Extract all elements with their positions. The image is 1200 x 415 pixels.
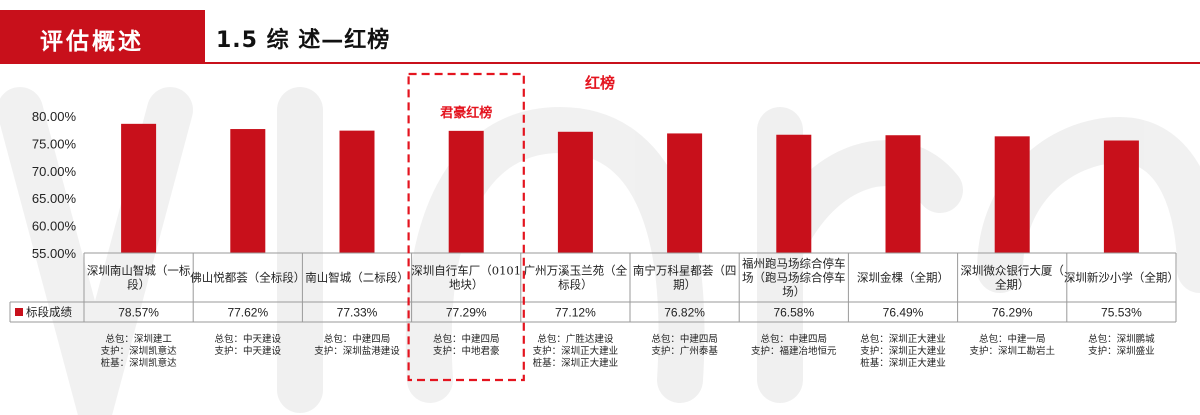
bar-5 [557,131,593,253]
contractor-note: 桩基：深圳正大建业 [860,357,946,369]
contractor-note: 支护：福建冶地恒元 [751,345,837,357]
data-label: 76.82% [664,306,705,320]
data-label: 76.29% [992,306,1033,320]
category-label: 深圳南山智城（一标 [87,264,191,278]
legend-label: 标段成绩 [26,305,72,319]
contractor-note: 总包：中建四局 [324,333,391,345]
bar-10 [1103,140,1139,253]
y-axis: 55.00% 60.00% 65.00% 70.00% 75.00% 80.00% [32,109,77,261]
contractor-note: 总包：广胜达建设 [537,333,614,345]
contractor-note: 总包：深圳建工 [105,333,172,345]
category-label: 南山智城（二标段） [305,271,409,285]
bar-chart: 55.00% 60.00% 65.00% 70.00% 75.00% 80.00% 深圳南… [9,72,1179,382]
category-label: 福州跑马场综合停车 [742,257,846,271]
data-label: 77.33% [337,306,378,320]
data-label: 78.57% [118,306,159,320]
y-tick-label: 65.00% [32,191,77,206]
category-label: 佛山悦都荟（全标段） [190,271,305,285]
category-label: 场） [782,285,805,299]
category-label: 深圳自行车厂（0101 [411,264,521,278]
contractor-note: 支护：深圳盐港建设 [314,345,400,357]
category-label: 期） [673,278,696,292]
y-tick-label: 80.00% [32,109,77,124]
bar-9 [994,136,1030,253]
bar-2 [230,129,266,253]
data-label: 76.58% [773,306,814,320]
contractor-note: 支护：深圳凯意达 [101,345,178,357]
contractor-note: 总包：中建四局 [761,333,828,345]
y-tick-label: 70.00% [32,164,77,179]
contractor-note: 桩基：深圳正大建业 [533,357,619,369]
page-title: 1.5 综 述—红榜 [216,28,391,53]
bar-8 [885,135,921,253]
contractor-note: 支护：深圳正大建业 [533,345,619,357]
category-label: 地块） [449,278,484,292]
data-label: 76.49% [883,306,924,320]
contractor-note: 总包：中建四局 [651,333,718,345]
category-label: 标段） [558,278,593,292]
y-tick-label: 55.00% [32,246,77,261]
y-tick-label: 60.00% [32,219,77,234]
contractor-note: 支护：中地君豪 [433,345,500,357]
contractor-note: 支护：深圳正大建业 [860,345,946,357]
data-label: 77.62% [227,306,268,320]
category-label: 场（跑马场综合停车 [742,271,846,285]
slide-header: 评估概述 1.5 综 述—红榜 [0,0,1200,64]
contractor-note: 支护：深圳盛业 [1088,345,1155,357]
data-label: 77.12% [555,306,596,320]
section-tab: 评估概述 [0,10,205,64]
contractor-note: 总包：中建四局 [433,333,500,345]
contractor-note: 总包：中天建设 [215,333,282,345]
category-label: 深圳金棵（全期） [857,271,949,285]
contractor-note: 支护：中天建设 [215,345,282,357]
bar-1 [121,123,157,253]
category-label: 深圳微众银行大厦（ [960,264,1064,278]
category-label: 段） [127,278,150,292]
annotations: 君豪红榜 红榜 [407,72,615,382]
highlight-box [407,72,525,382]
contractor-note: 总包：中建一局 [979,333,1046,345]
bar-series [121,123,1139,253]
bar-4 [448,130,484,253]
bar-3 [339,130,375,253]
y-tick-label: 75.00% [32,136,77,151]
bar-7 [776,134,812,253]
category-label: 广州万溪玉兰苑（全 [524,264,628,278]
header-rule [205,62,1200,64]
highlight-label: 君豪红榜 [440,105,492,121]
data-table: 深圳南山智城（一标段） 佛山悦都荟（全标段） 南山智城（二标段） 深圳自行车厂（010… [9,252,1179,323]
data-label: 75.53% [1101,306,1142,320]
section-label: 评估概述 [40,29,144,55]
contractor-note: 总包：深圳鹏城 [1088,333,1155,345]
data-label: 77.29% [446,306,487,320]
category-label: 深圳新沙小学（全期） [1064,271,1179,285]
legend-swatch [15,308,23,316]
chart-title: 红榜 [585,74,615,92]
contractor-note: 支护：广州泰基 [651,345,718,357]
contractor-note: 桩基：深圳凯意达 [101,357,178,369]
category-label: 全期） [995,278,1030,292]
category-label: 南宁万科星都荟（四 [633,264,737,278]
bar-6 [667,133,703,253]
contractor-note: 支护：深圳工勘岩土 [969,345,1055,357]
contractor-note: 总包：深圳正大建业 [860,333,946,345]
